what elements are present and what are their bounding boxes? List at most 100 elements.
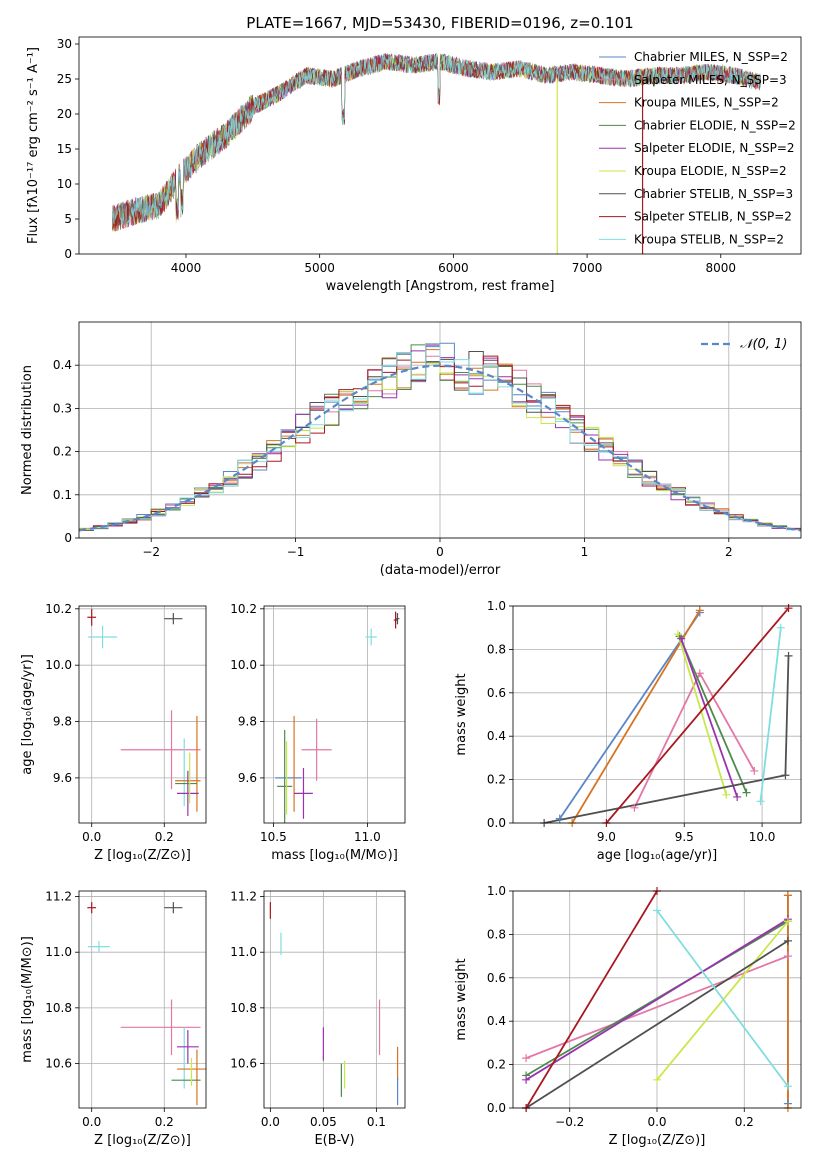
x-tick-label: 0 xyxy=(436,545,444,559)
x-tick-label: 0.1 xyxy=(367,1115,386,1129)
y-tick-label: 0.8 xyxy=(487,927,506,941)
y-tick-label: 10.2 xyxy=(230,602,257,616)
point-marker xyxy=(630,803,639,812)
mass_vs_ebv-panel: 0.0 0.05 0.1 10.6 10.8 11.0 11.2 E(B-V) xyxy=(230,890,406,1148)
weight-line xyxy=(678,636,748,793)
y-tick-label: 20 xyxy=(57,107,72,121)
x-tick-label: 9.0 xyxy=(597,830,616,844)
x-tick-label: 1 xyxy=(581,545,589,559)
point-marker xyxy=(674,630,683,639)
point-marker xyxy=(555,814,564,823)
x-tick-label: 0.0 xyxy=(82,830,101,844)
point-marker xyxy=(781,771,790,780)
weight-line xyxy=(759,627,782,802)
weight-line xyxy=(543,655,790,823)
y-axis-label: Flux [fλ10⁻¹⁷ erg cm⁻² s⁻¹ A⁻¹] xyxy=(26,47,41,244)
x-tick-label: 0.2 xyxy=(155,830,174,844)
point-marker xyxy=(742,788,751,797)
weight_vs_Z-plot-area xyxy=(525,891,789,1108)
y-tick-label: 0 xyxy=(64,247,72,261)
legend-entry-label: Chabrier MILES, N_SSP=2 xyxy=(634,50,788,64)
x-tick-label: −0.2 xyxy=(555,1115,584,1129)
x-tick-label: 8000 xyxy=(706,261,737,275)
x-tick-label: 9.5 xyxy=(675,830,694,844)
axes-frame xyxy=(263,605,406,824)
axes-frame xyxy=(512,890,802,1109)
x-axis-label: (data-model)/error xyxy=(380,563,501,578)
point-marker xyxy=(783,936,792,945)
x-tick-label: 10.0 xyxy=(749,830,776,844)
y-tick-label: 0.6 xyxy=(487,686,506,700)
mass_vs_Z-panel: 0.0 0.2 10.6 10.8 11.0 11.2 Z [log₁₀(Z/Z⊙)] mas… xyxy=(20,890,207,1148)
y-tick-label: 10.0 xyxy=(45,658,72,672)
y-tick-label: 1.0 xyxy=(487,884,506,898)
point-marker xyxy=(522,1075,531,1084)
spectrum-plot-area xyxy=(112,52,761,254)
y-tick-label: 5 xyxy=(64,212,72,226)
y-tick-label: 11.2 xyxy=(230,890,257,904)
point-marker xyxy=(776,623,785,632)
y-tick-label: 0.4 xyxy=(487,1014,506,1028)
x-tick-label: 10.5 xyxy=(260,830,287,844)
point-marker xyxy=(783,952,792,961)
point-marker xyxy=(653,906,661,915)
axes-frame xyxy=(263,890,406,1109)
y-axis-label: mass weight xyxy=(454,958,469,1040)
y-tick-label: 0.0 xyxy=(487,1101,506,1115)
x-tick-label: 11.0 xyxy=(354,830,381,844)
x-tick-label: 0.0 xyxy=(647,1115,666,1129)
legend-entry-label: Chabrier STELIB, N_SSP=3 xyxy=(634,187,793,201)
x-tick-label: 0.0 xyxy=(261,1115,280,1129)
point-marker xyxy=(653,1075,661,1084)
point-marker xyxy=(695,606,704,615)
y-tick-label: 1.0 xyxy=(487,599,506,613)
weight-line xyxy=(525,891,658,1108)
point-marker xyxy=(722,790,731,799)
y-tick-label: 10 xyxy=(57,177,72,191)
residuals-panel: −2 −1 0 1 2 0 0.1 0.2 0.3 0.4 (data-model)/error No… xyxy=(20,321,802,578)
y-tick-label: 15 xyxy=(57,142,72,156)
point-marker xyxy=(784,604,793,613)
x-tick-label: −2 xyxy=(142,545,160,559)
weight-line xyxy=(571,609,701,823)
histogram-step xyxy=(79,343,801,531)
y-axis-label: mass [log₁₀(M/M⊙)] xyxy=(20,936,35,1063)
age_vs_mass-panel: 10.5 11.0 9.6 9.8 10.0 10.2 mass [log₁₀(M/M⊙)] xyxy=(230,602,406,863)
y-tick-label: 0.1 xyxy=(53,488,72,502)
age_vs_Z-plot-area xyxy=(87,608,201,816)
y-tick-label: 25 xyxy=(57,72,72,86)
mass_vs_Z-plot-area xyxy=(87,902,206,1106)
point-marker xyxy=(695,669,704,678)
x-axis-label: wavelength [Angstrom, rest frame] xyxy=(326,279,555,294)
weight-line xyxy=(558,611,701,820)
y-tick-label: 0.8 xyxy=(487,642,506,656)
spectrum-panel: 4000 5000 6000 7000 8000 0 5 10 15 20 25 30 waveleng… xyxy=(26,14,802,294)
weight-line xyxy=(525,918,789,1081)
age_vs_mass-plot-area xyxy=(275,611,400,823)
spectrum-line xyxy=(112,52,761,227)
x-axis-label: Z [log₁₀(Z/Z⊙)] xyxy=(609,1133,706,1148)
legend-entry-label: Kroupa STELIB, N_SSP=2 xyxy=(634,232,784,246)
x-tick-label: 0.05 xyxy=(310,1115,337,1129)
y-tick-label: 10.0 xyxy=(230,658,257,672)
weight_vs_age-plot-area xyxy=(543,607,790,823)
point-marker xyxy=(783,1082,792,1091)
y-axis-label: age [log₁₀(age/yr)] xyxy=(20,654,35,775)
x-tick-label: 0.2 xyxy=(735,1115,754,1129)
y-axis-label: mass weight xyxy=(454,673,469,755)
y-tick-label: 11.2 xyxy=(45,890,72,904)
point-marker xyxy=(783,891,792,900)
y-tick-label: 10.2 xyxy=(45,602,72,616)
y-tick-label: 10.8 xyxy=(45,1001,72,1015)
chart-legend: Chabrier MILES, N_SSP=2 Salpeter MILES, N… xyxy=(599,50,796,246)
x-tick-label: 4000 xyxy=(171,261,202,275)
y-tick-label: 0.0 xyxy=(487,816,506,830)
y-tick-label: 0.2 xyxy=(53,445,72,459)
y-tick-label: 10.6 xyxy=(45,1056,72,1070)
spectrum-line xyxy=(112,52,761,231)
point-marker xyxy=(783,917,792,926)
weight-line xyxy=(633,671,756,809)
point-marker xyxy=(784,651,793,660)
weight-line xyxy=(680,638,739,798)
axes-frame xyxy=(78,321,802,539)
